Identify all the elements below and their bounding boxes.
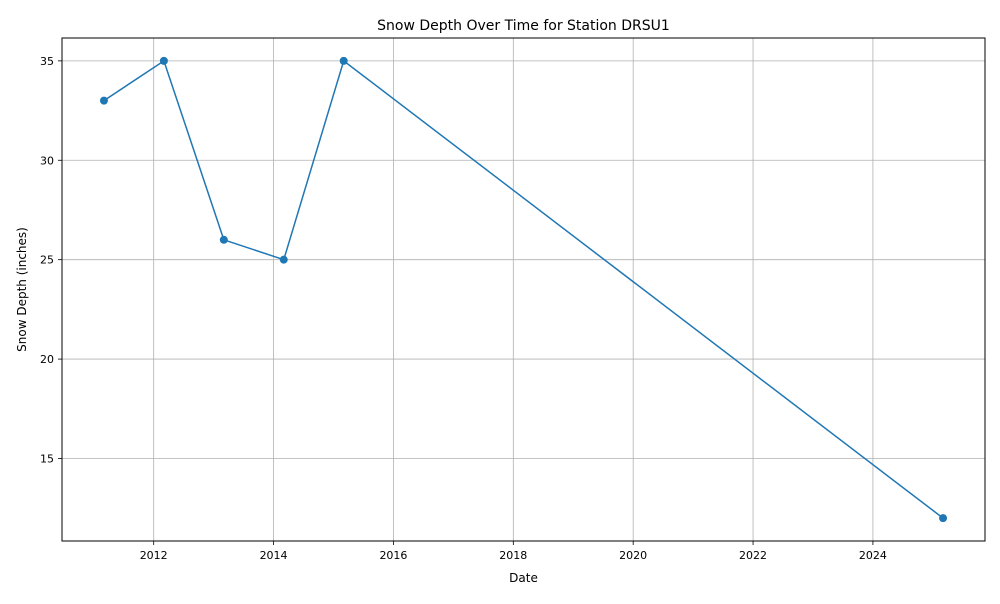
grid-lines [62,38,985,541]
data-point [159,56,168,65]
data-point [99,96,108,105]
y-axis-label: Snow Depth (inches) [15,227,29,352]
data-point [219,235,228,244]
y-tick-label: 35 [40,55,54,68]
data-point [939,514,948,523]
plot-area-frame [61,37,986,542]
series-line [103,59,944,519]
y-tick-label: 25 [40,254,54,267]
series-layer [99,56,948,523]
data-point [279,255,288,264]
data-point [339,56,348,65]
y-tick-label: 20 [40,353,54,366]
x-tick-label: 2014 [260,549,288,562]
x-tick-label: 2016 [379,549,407,562]
axis-ticks: 2012 2014 2016 2018 2020 2022 2024 15 20 25 30 35 [40,55,887,562]
x-tick-label: 2020 [619,549,647,562]
y-tick-label: 15 [40,452,54,465]
x-axis-label: Date [509,571,538,585]
x-tick-label: 2018 [499,549,527,562]
chart-title: Snow Depth Over Time for Station DRSU1 [377,18,670,34]
x-tick-label: 2012 [140,549,168,562]
x-tick-label: 2022 [739,549,767,562]
x-tick-label: 2024 [859,549,887,562]
y-tick-label: 30 [40,154,54,167]
